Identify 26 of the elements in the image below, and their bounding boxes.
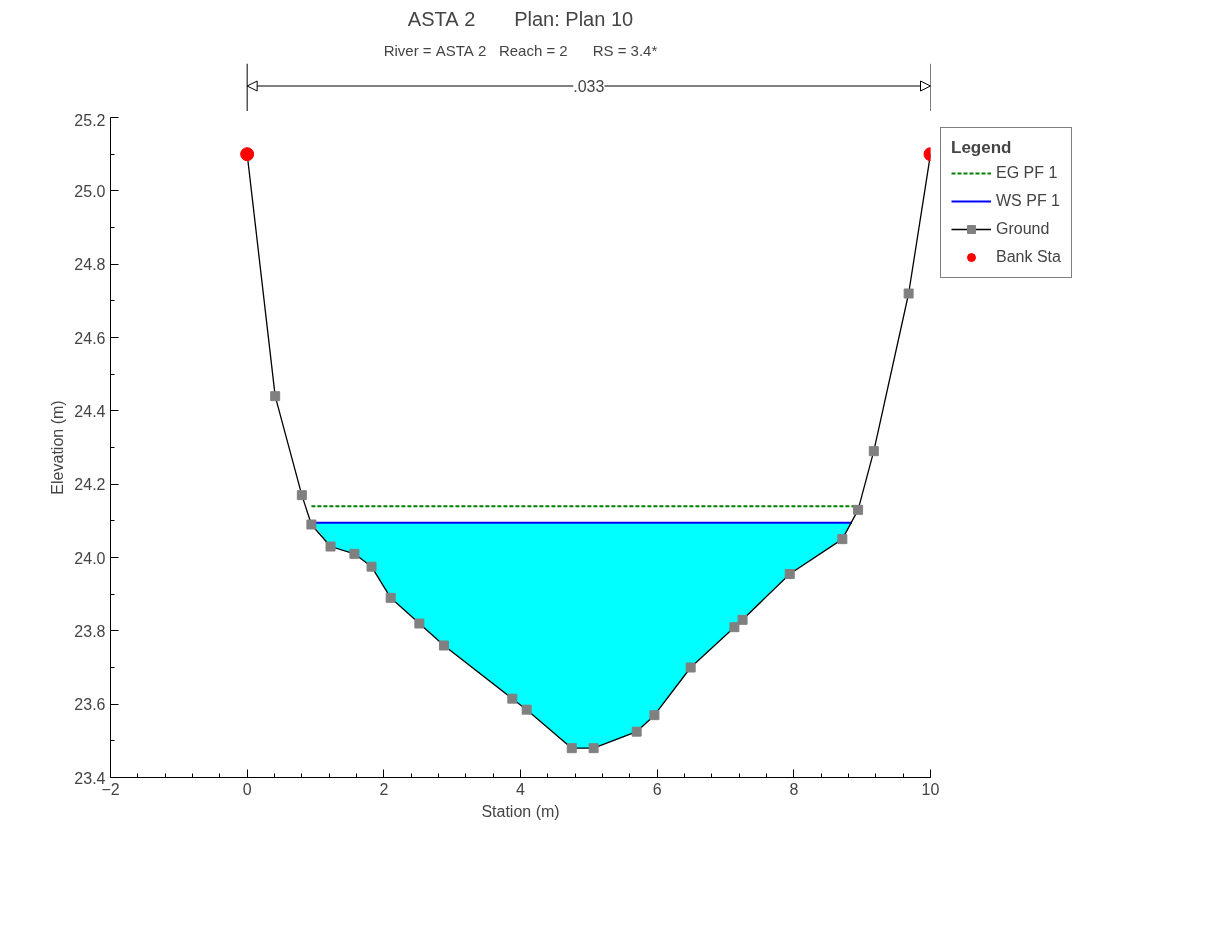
- y-axis-title: Elevation (m): [49, 400, 67, 495]
- legend-label: Ground: [996, 220, 1050, 238]
- x-tick-label: 8: [789, 780, 799, 798]
- y-tick-label: 23.4: [74, 769, 106, 787]
- y-tick-label: 24.0: [74, 549, 106, 567]
- y-tick-label: 25.0: [74, 182, 106, 200]
- y-tick-label: 24.8: [74, 256, 106, 274]
- text: .033: [573, 78, 605, 95]
- x-tick-label: 0: [242, 780, 252, 798]
- x-tick-label: 6: [652, 780, 662, 798]
- legend-label: Bank Sta: [996, 248, 1061, 266]
- y-tick-label: 24.6: [74, 329, 106, 347]
- x-tick-label: 4: [516, 780, 526, 798]
- legend-label: WS PF 1: [996, 192, 1061, 210]
- y-tick-label: 25.2: [74, 111, 106, 129]
- y-tick-label: 23.6: [74, 696, 106, 714]
- chart-title: ASTA 2 Plan: Plan 10: [407, 7, 634, 30]
- x-tick-label: 10: [921, 780, 940, 798]
- chart-subtitle: River = ASTA 2 Reach = 2 RS = 3.4*: [383, 41, 658, 59]
- y-tick-label: 24.4: [74, 402, 106, 420]
- legend-label: EG PF 1: [996, 164, 1058, 182]
- legend-title: Legend: [951, 138, 1013, 158]
- x-tick-label: 2: [379, 780, 389, 798]
- y-tick-label: 23.8: [74, 622, 106, 640]
- x-axis-title: Station (m): [481, 802, 560, 820]
- y-tick-label: 24.2: [74, 476, 106, 494]
